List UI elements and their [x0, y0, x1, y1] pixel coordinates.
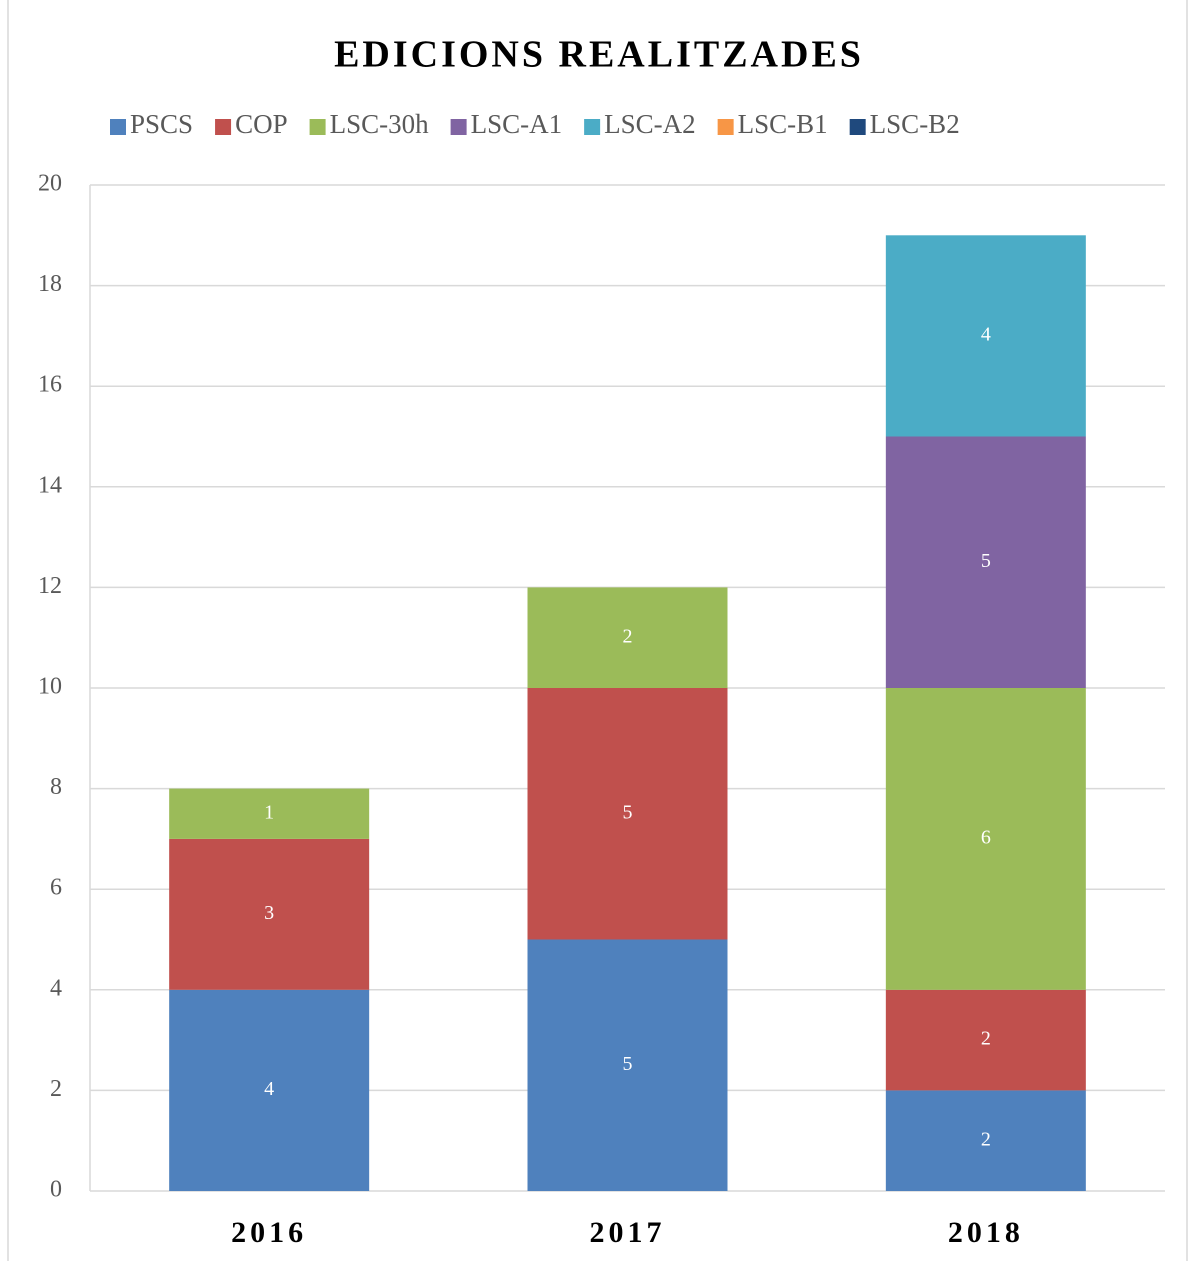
- data-label: 2: [981, 1128, 991, 1150]
- bar-segment: [885, 1090, 1086, 1191]
- legend-label: LSC-A2: [604, 109, 696, 139]
- data-label: 2: [623, 625, 633, 647]
- data-label: 4: [981, 323, 991, 345]
- chart-title: EDICIONS REALITZADES: [334, 34, 864, 76]
- legend-label: LSC-30h: [330, 109, 430, 139]
- legend-swatch: [450, 119, 467, 135]
- y-tick-label: 12: [38, 573, 62, 599]
- y-tick-label: 2: [50, 1076, 62, 1102]
- data-label: 5: [623, 801, 633, 823]
- bar-segment: [527, 939, 728, 1191]
- legend-swatch: [110, 119, 126, 135]
- bar-segment: [885, 688, 1086, 990]
- bar-segment: [169, 838, 370, 990]
- legend-swatch: [215, 119, 232, 135]
- legend-label: COP: [235, 109, 288, 139]
- bar-segment: [885, 989, 1086, 1091]
- data-label: 5: [623, 1053, 633, 1075]
- y-tick-label: 14: [38, 472, 62, 498]
- legend-label: LSC-A1: [471, 109, 563, 139]
- data-label: 4: [264, 1078, 274, 1100]
- y-tick-label: 18: [38, 271, 62, 297]
- y-tick-label: 0: [50, 1177, 62, 1203]
- legend-swatch: [717, 119, 734, 135]
- bar-segment: [885, 436, 1086, 688]
- legend-swatch: [584, 119, 601, 135]
- y-tick-label: 6: [50, 875, 62, 901]
- x-tick-label: 2017: [590, 1216, 666, 1249]
- data-label: 1: [264, 801, 274, 823]
- x-tick-label: 2016: [231, 1216, 307, 1249]
- data-label: 3: [264, 902, 274, 924]
- data-label: 2: [981, 1028, 991, 1050]
- y-tick-label: 10: [38, 674, 62, 700]
- legend-label: LSC-B1: [738, 109, 828, 139]
- chart-border: [7, 0, 1188, 1266]
- legend-swatch: [849, 119, 866, 135]
- bar-segment: [169, 989, 370, 1191]
- y-tick-label: 4: [50, 975, 62, 1001]
- legend-swatch: [309, 119, 326, 135]
- x-tick-label: 2018: [948, 1216, 1024, 1249]
- bar-segment: [885, 235, 1086, 437]
- y-tick-label: 16: [38, 372, 62, 398]
- legend-label: LSC-B2: [870, 109, 960, 139]
- bar-segment: [527, 688, 728, 940]
- y-tick-label: 8: [50, 774, 62, 800]
- data-label: 5: [981, 550, 991, 572]
- legend-label: PSCS: [130, 109, 193, 139]
- data-label: 6: [981, 826, 991, 848]
- bar-segment: [169, 788, 370, 839]
- y-tick-label: 20: [38, 171, 62, 197]
- bar-segment: [527, 587, 728, 688]
